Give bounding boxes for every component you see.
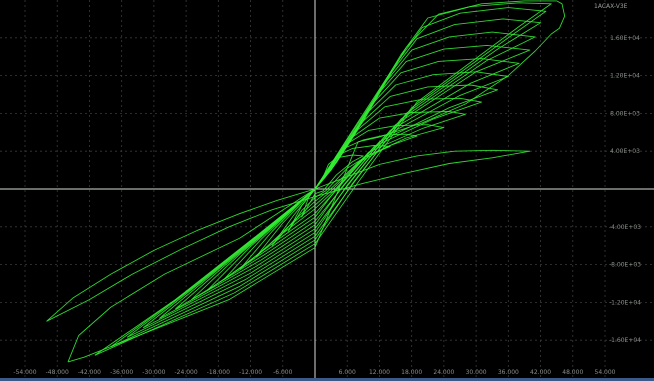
- y-tick-label: -1.60E+04: [609, 337, 641, 344]
- x-tick-label: -54.000: [13, 369, 36, 376]
- hysteresis-loop: [67, 0, 566, 363]
- y-tick-label: -4.00E+03: [609, 224, 641, 231]
- y-tick-labels: 1.60E+04 1.20E+04 8.00E+03 4.00E+03 -4.00E+0…: [609, 35, 641, 344]
- x-tick-label: -36.000: [110, 369, 133, 376]
- x-tick-label: 48.000: [562, 369, 583, 376]
- bottom-status-strip: [0, 378, 654, 381]
- x-tick-label: -6.000: [273, 369, 293, 376]
- y-tick-label: 1.60E+04: [610, 35, 640, 42]
- x-tick-label: 42.000: [530, 369, 551, 376]
- x-tick-label: -24.000: [175, 369, 198, 376]
- hysteresis-loop: [94, 2, 552, 356]
- y-tick-label: 4.00E+03: [610, 148, 640, 155]
- y-tick-label: -8.00E+03: [609, 262, 641, 269]
- x-tick-label: 6.000: [339, 369, 356, 376]
- x-tick-label: 24.000: [433, 369, 454, 376]
- x-tick-label: -30.000: [142, 369, 165, 376]
- x-tick-label: 30.000: [466, 369, 487, 376]
- hysteresis-loop: [46, 149, 531, 322]
- y-tick-label: 1.20E+04: [610, 73, 640, 80]
- x-tick-label: 54.000: [595, 369, 616, 376]
- x-tick-label: -18.000: [207, 369, 230, 376]
- x-tick-label: 18.000: [401, 369, 422, 376]
- x-tick-label: 12.000: [369, 369, 390, 376]
- x-tick-label: -42.000: [78, 369, 101, 376]
- x-tick-label: 36.000: [498, 369, 519, 376]
- corner-label: 1ACAX-V3E: [594, 3, 628, 10]
- x-tick-label: -12.000: [239, 369, 262, 376]
- x-tick-labels: -54.000 -48.000 -42.000 -36.000 -30.000 -24.0…: [13, 369, 615, 376]
- hysteresis-loops: [46, 0, 566, 363]
- y-tick-label: -1.20E+04: [609, 299, 641, 306]
- y-tick-label: 8.00E+03: [610, 110, 640, 117]
- x-tick-label: -48.000: [46, 369, 69, 376]
